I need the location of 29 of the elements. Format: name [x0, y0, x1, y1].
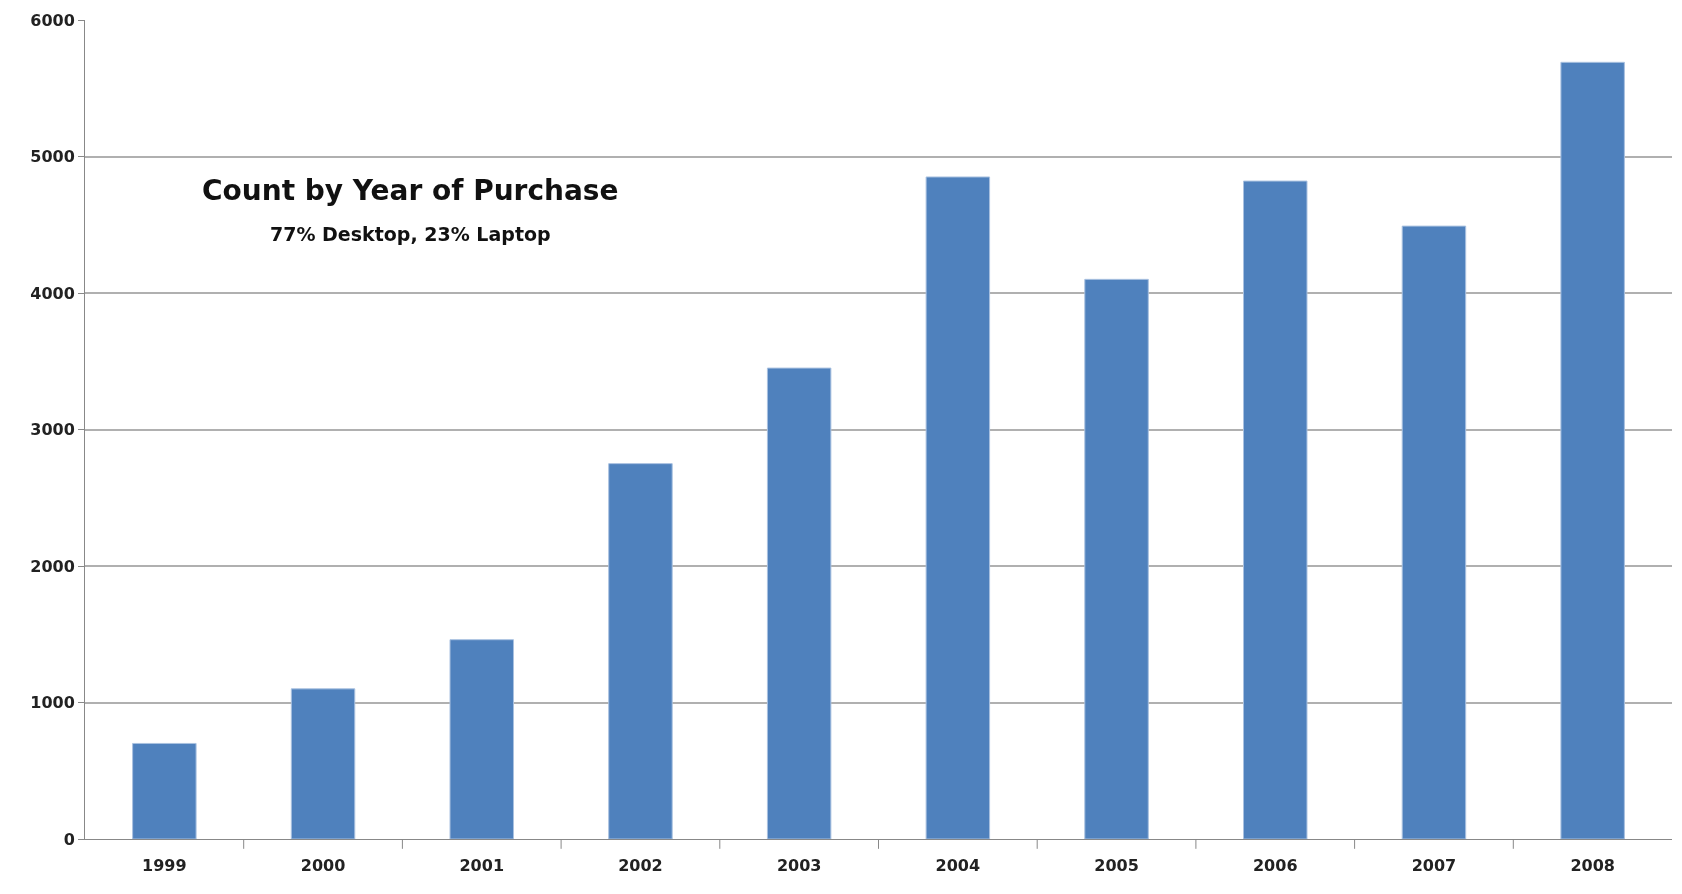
x-tick-label: 2002: [618, 856, 663, 876]
y-tick-label: 6000: [30, 10, 75, 30]
x-tick-label: 2007: [1411, 856, 1457, 876]
bar: [766, 367, 832, 839]
bar: [1084, 278, 1149, 839]
bar: [290, 688, 356, 839]
text: Count by Year of Purchase: [202, 174, 619, 207]
bar: [1560, 61, 1625, 839]
x-tick-label: 2006: [1252, 856, 1298, 876]
x-tick-label: 2005: [1094, 856, 1139, 876]
y-tick-label: 3000: [30, 420, 75, 440]
text: 77% Desktop, 23% Laptop: [270, 223, 551, 245]
y-tick-label: 1000: [30, 693, 75, 713]
x-tick-label: 2000: [300, 856, 346, 876]
bar: [608, 463, 673, 839]
x-tick-label: 2001: [459, 856, 505, 876]
x-tick-label: 1999: [142, 856, 187, 876]
y-tick-label: 4000: [30, 283, 75, 303]
bar: [132, 742, 197, 839]
y-tick-label: 5000: [30, 147, 75, 167]
y-tick-label: 0: [63, 829, 75, 849]
x-tick-label: 2003: [776, 856, 822, 876]
bar: [449, 639, 514, 839]
x-tick-label: 2004: [935, 856, 981, 876]
y-tick-label: 2000: [30, 556, 75, 576]
bar: [925, 176, 991, 839]
bar: [1243, 180, 1308, 839]
x-tick-label: 2008: [1570, 856, 1615, 876]
bar: [1401, 225, 1467, 839]
